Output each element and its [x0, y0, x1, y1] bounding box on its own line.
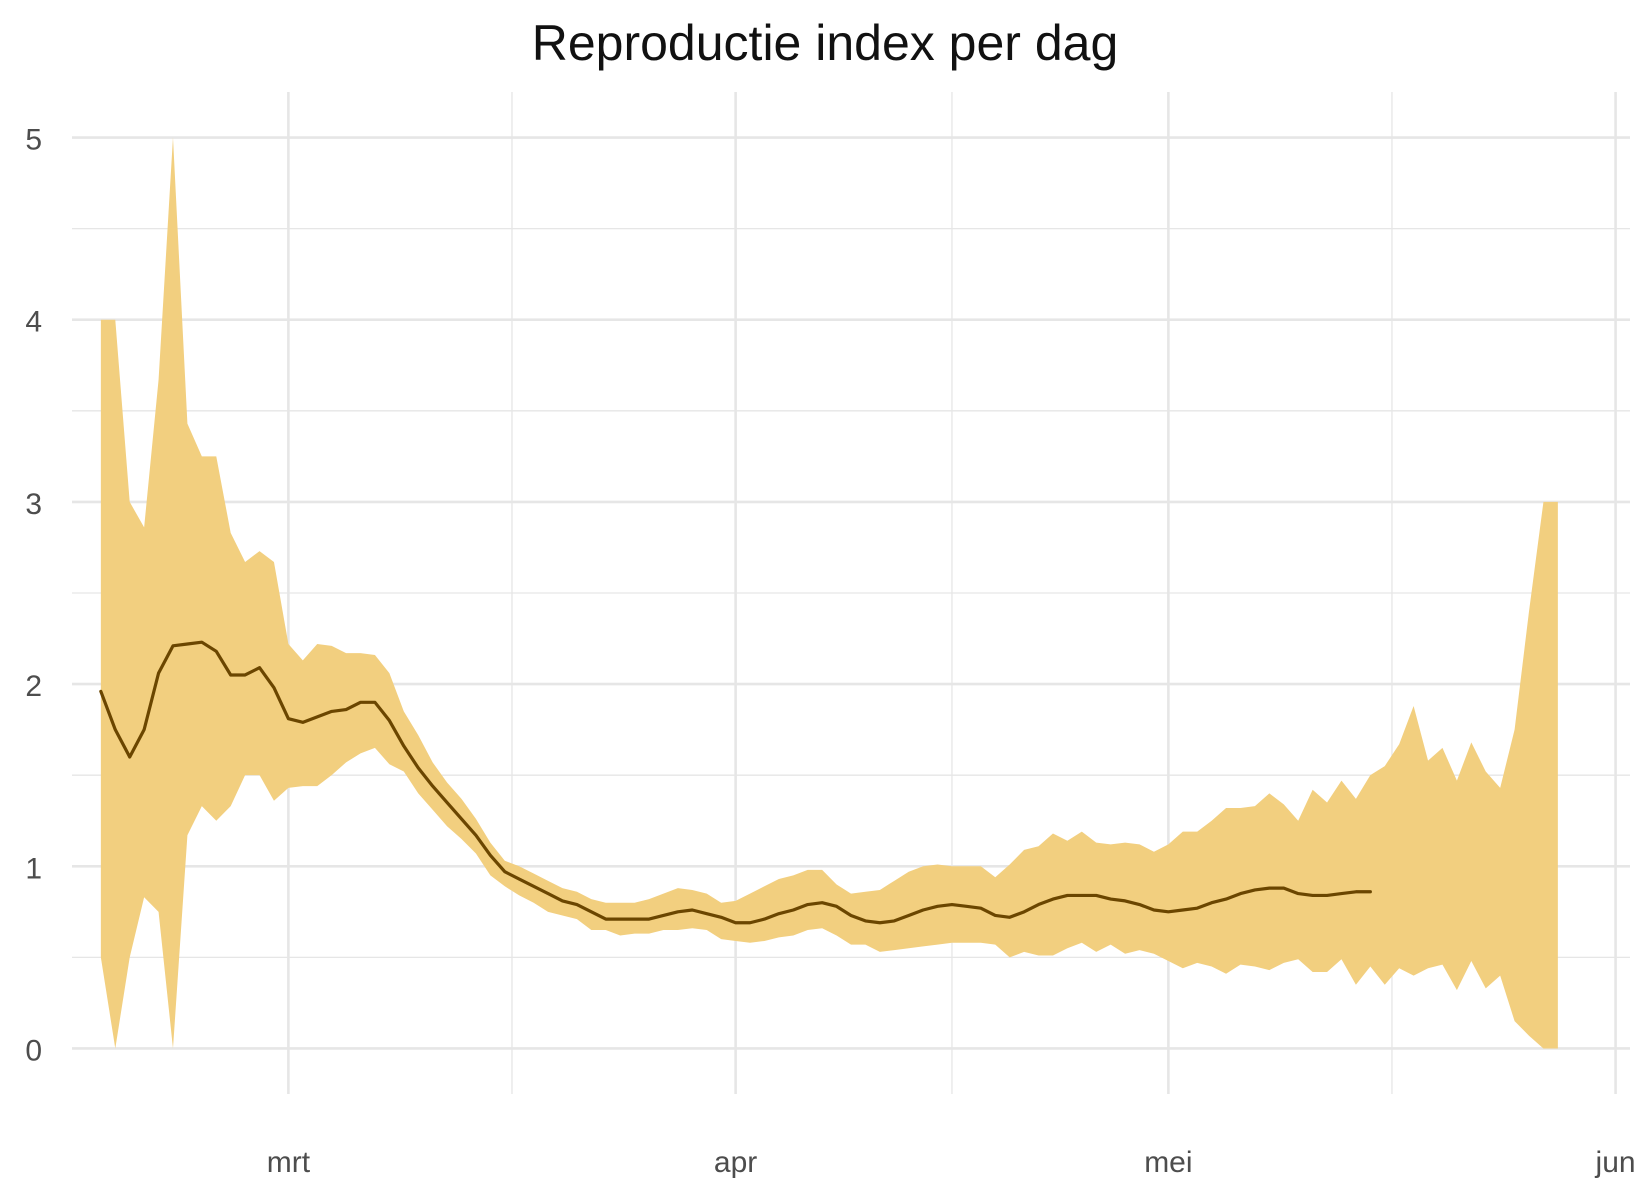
y-tick-label: 4	[25, 306, 42, 339]
y-tick-label: 5	[25, 124, 42, 157]
index-line-layer	[99, 640, 1372, 925]
chart-title: Reproductie index per dag	[531, 15, 1119, 71]
y-tick-label: 2	[25, 670, 42, 703]
reproduction-index-line	[99, 640, 1372, 925]
y-tick-label: 1	[25, 852, 42, 885]
x-tick-label: mrt	[267, 1146, 311, 1179]
y-tick-label: 3	[25, 488, 42, 521]
y-axis-tick-labels: 0 1 2 3 4 5	[25, 124, 42, 1068]
x-tick-label: apr	[714, 1146, 757, 1179]
x-tick-label: jun	[1595, 1146, 1636, 1179]
y-tick-label: 0	[25, 1034, 42, 1067]
x-axis-tick-labels: mrt apr mei jun	[267, 1146, 1636, 1179]
x-tick-label: mei	[1144, 1146, 1192, 1179]
